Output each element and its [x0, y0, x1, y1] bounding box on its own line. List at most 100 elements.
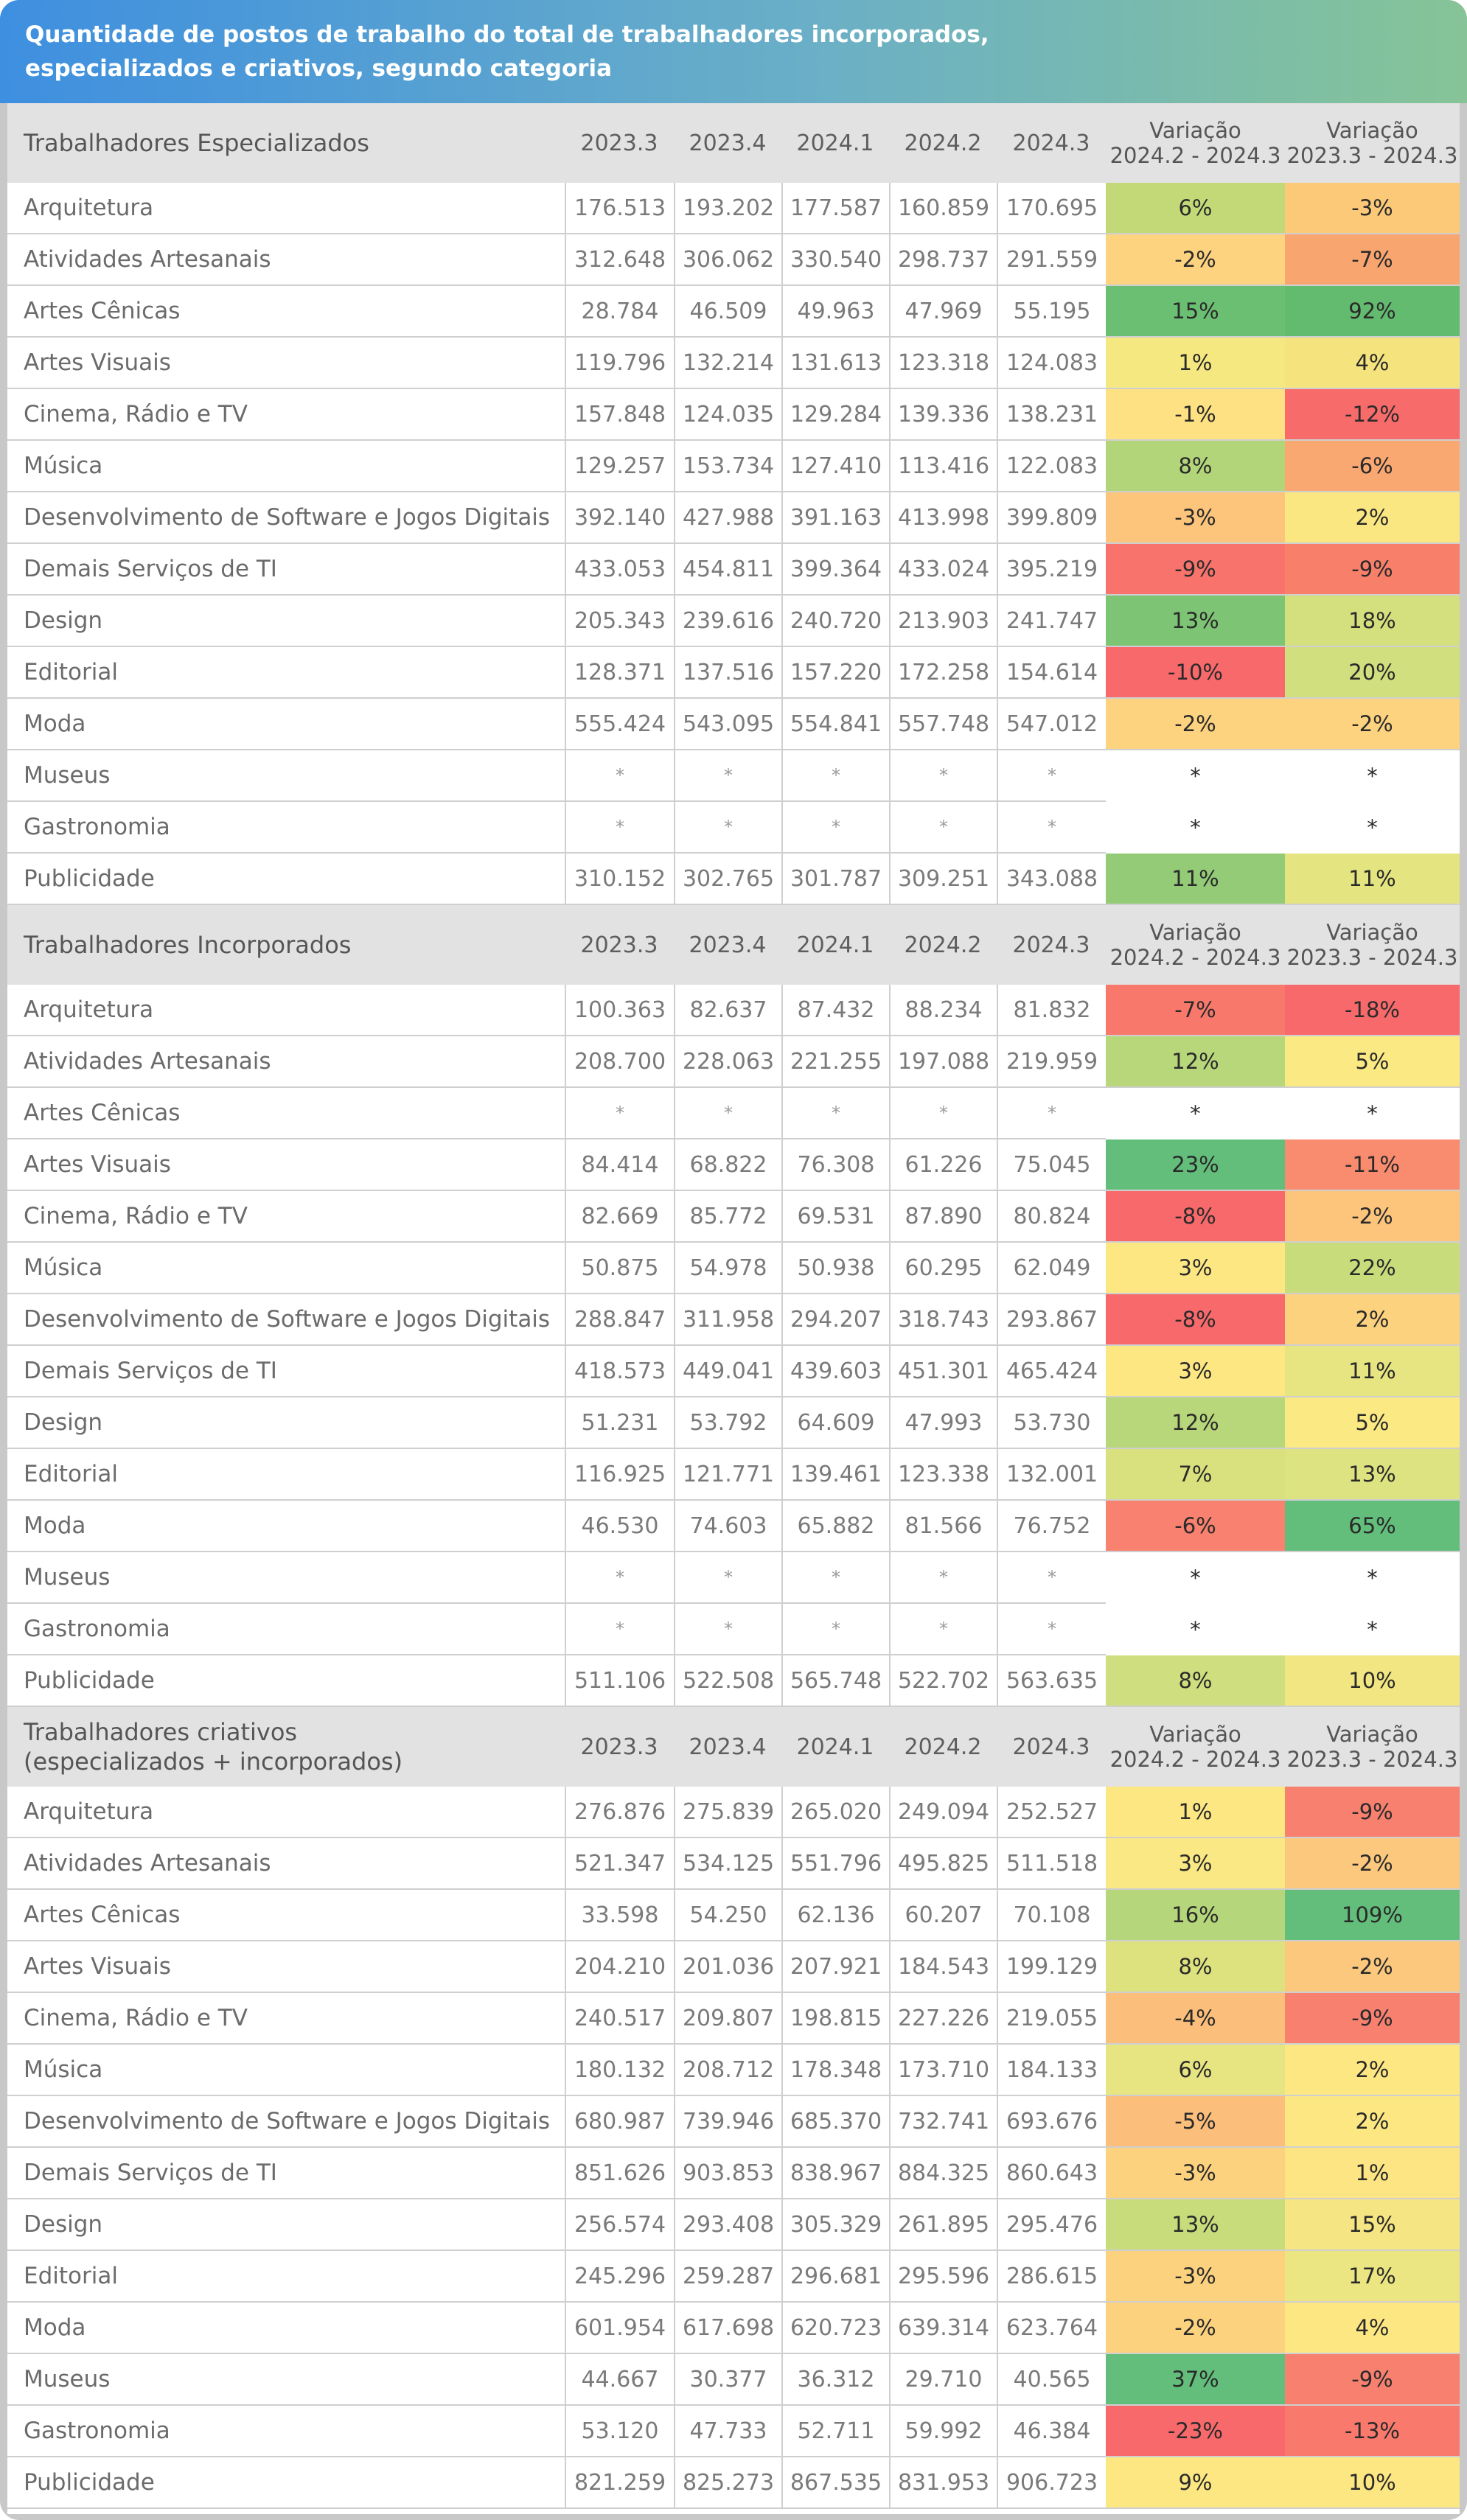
value-cell: 617.698: [674, 2303, 781, 2354]
title-banner: Quantidade de postos de trabalho do tota…: [0, 0, 1467, 103]
value-cell: 298.737: [889, 234, 997, 286]
value-cell: 33.598: [565, 1890, 674, 1941]
value-cell: 173.710: [889, 2045, 997, 2096]
value-cell: 153.734: [674, 441, 781, 492]
value-cell: 219.055: [997, 1993, 1106, 2045]
variation-header-line: 2023.3 - 2024.3: [1286, 143, 1458, 168]
value-cell: *: [889, 750, 997, 802]
table-row: Arquitetura 176.513 193.202 177.587 160.859 1…: [7, 183, 1460, 234]
table-row: Cinema, Rádio e TV 240.517 209.807 198.815 2…: [7, 1993, 1460, 2045]
value-cell: 121.771: [674, 1449, 781, 1501]
variation-cell: -6%: [1106, 1501, 1285, 1552]
value-cell: 213.903: [889, 596, 997, 647]
value-cell: *: [674, 1604, 781, 1655]
value-cell: 825.273: [674, 2457, 781, 2509]
variation-cell: -2%: [1106, 2303, 1285, 2354]
column-header-period: 2023.3: [580, 1734, 658, 1760]
variation-cell: 3%: [1106, 1838, 1285, 1890]
value-cell: *: [674, 1088, 781, 1139]
variation-cell: -23%: [1106, 2406, 1285, 2457]
row-category: Música: [7, 1243, 565, 1294]
value-cell: 620.723: [781, 2303, 889, 2354]
variation-cell: -12%: [1285, 389, 1460, 441]
value-cell: 124.083: [997, 338, 1106, 389]
value-cell: 310.152: [565, 854, 674, 905]
variation-cell: -9%: [1285, 2354, 1460, 2406]
value-cell: 245.296: [565, 2251, 674, 2303]
value-cell: 62.136: [781, 1890, 889, 1941]
value-cell: 54.250: [674, 1890, 781, 1941]
table-row: Gastronomia * * * * * * *: [7, 802, 1460, 854]
variation-cell: 13%: [1285, 1449, 1460, 1501]
value-cell: 44.667: [565, 2354, 674, 2406]
variation-header-line: 2024.2 - 2024.3: [1109, 945, 1281, 970]
table-row: Publicidade 310.152 302.765 301.787 309.251 3…: [7, 854, 1460, 905]
variation-cell: 15%: [1285, 2199, 1460, 2251]
section-header-row: Trabalhadores Especializados 2023.3 2023.4…: [7, 103, 1460, 183]
table-row: Demais Serviços de TI 418.573 449.041 439.6…: [7, 1346, 1460, 1397]
value-cell: 205.343: [565, 596, 674, 647]
variation-cell: 5%: [1285, 1036, 1460, 1088]
column-header-variation: Variação 2024.2 - 2024.3: [1106, 1707, 1285, 1787]
row-category: Desenvolvimento de Software e Jogos Digi…: [7, 1294, 565, 1346]
variation-header-line: Variação: [1149, 118, 1241, 143]
variation-cell: -18%: [1285, 985, 1460, 1036]
value-cell: 240.517: [565, 1993, 674, 2045]
value-cell: 295.476: [997, 2199, 1106, 2251]
table-row: Demais Serviços de TI 433.053 454.811 399.3…: [7, 544, 1460, 596]
table-row: Desenvolvimento de Software e Jogos Digi…: [7, 1294, 1460, 1346]
value-cell: 68.822: [674, 1139, 781, 1191]
value-cell: 204.210: [565, 1941, 674, 1993]
value-cell: 391.163: [781, 492, 889, 544]
table-row: Arquitetura 276.876 275.839 265.020 249.094 2…: [7, 1787, 1460, 1838]
value-cell: 563.635: [997, 1655, 1106, 1707]
value-cell: 680.987: [565, 2096, 674, 2148]
value-cell: 511.106: [565, 1655, 674, 1707]
section-header-row: Trabalhadores criativos (especializados +…: [7, 1707, 1460, 1787]
variation-cell: -3%: [1106, 2251, 1285, 2303]
variation-cell: 1%: [1285, 2148, 1460, 2199]
column-header-variation: Variação 2024.2 - 2024.3: [1106, 103, 1285, 183]
value-cell: 543.095: [674, 699, 781, 750]
variation-cell: -10%: [1106, 647, 1285, 699]
variation-cell: -11%: [1285, 1139, 1460, 1191]
variation-cell: 22%: [1285, 1243, 1460, 1294]
table-row: Editorial 116.925 121.771 139.461 123.338 132…: [7, 1449, 1460, 1501]
value-cell: 55.195: [997, 286, 1106, 338]
row-category: Moda: [7, 2303, 565, 2354]
value-cell: 522.702: [889, 1655, 997, 1707]
value-cell: 623.764: [997, 2303, 1106, 2354]
table-row: Editorial 128.371 137.516 157.220 172.258 154…: [7, 647, 1460, 699]
variation-header-line: Variação: [1149, 1722, 1241, 1747]
value-cell: *: [997, 1552, 1106, 1604]
value-cell: 46.384: [997, 2406, 1106, 2457]
column-header-period: 2024.1: [796, 1734, 874, 1760]
row-category: Arquitetura: [7, 183, 565, 234]
variation-cell: -4%: [1106, 1993, 1285, 2045]
value-cell: 309.251: [889, 854, 997, 905]
variation-cell: *: [1106, 750, 1285, 802]
value-cell: 53.792: [674, 1397, 781, 1449]
value-cell: 184.133: [997, 2045, 1106, 2096]
row-category: Artes Visuais: [7, 338, 565, 389]
value-cell: 60.207: [889, 1890, 997, 1941]
value-cell: 265.020: [781, 1787, 889, 1838]
variation-cell: 11%: [1285, 854, 1460, 905]
variation-cell: 109%: [1285, 1890, 1460, 1941]
column-header-variation: Variação 2023.3 - 2024.3: [1285, 103, 1460, 183]
section-heading: Trabalhadores Incorporados: [7, 905, 565, 985]
value-cell: *: [997, 1604, 1106, 1655]
value-cell: 197.088: [889, 1036, 997, 1088]
value-cell: 427.988: [674, 492, 781, 544]
value-cell: 227.226: [889, 1993, 997, 2045]
row-category: Demais Serviços de TI: [7, 544, 565, 596]
value-cell: 565.748: [781, 1655, 889, 1707]
value-cell: 137.516: [674, 647, 781, 699]
variation-cell: -9%: [1285, 544, 1460, 596]
variation-cell: 7%: [1106, 1449, 1285, 1501]
value-cell: *: [781, 1604, 889, 1655]
section-heading: Trabalhadores Especializados: [7, 103, 565, 183]
value-cell: 127.410: [781, 441, 889, 492]
value-cell: 601.954: [565, 2303, 674, 2354]
column-header-period: 2023.3: [580, 130, 658, 156]
